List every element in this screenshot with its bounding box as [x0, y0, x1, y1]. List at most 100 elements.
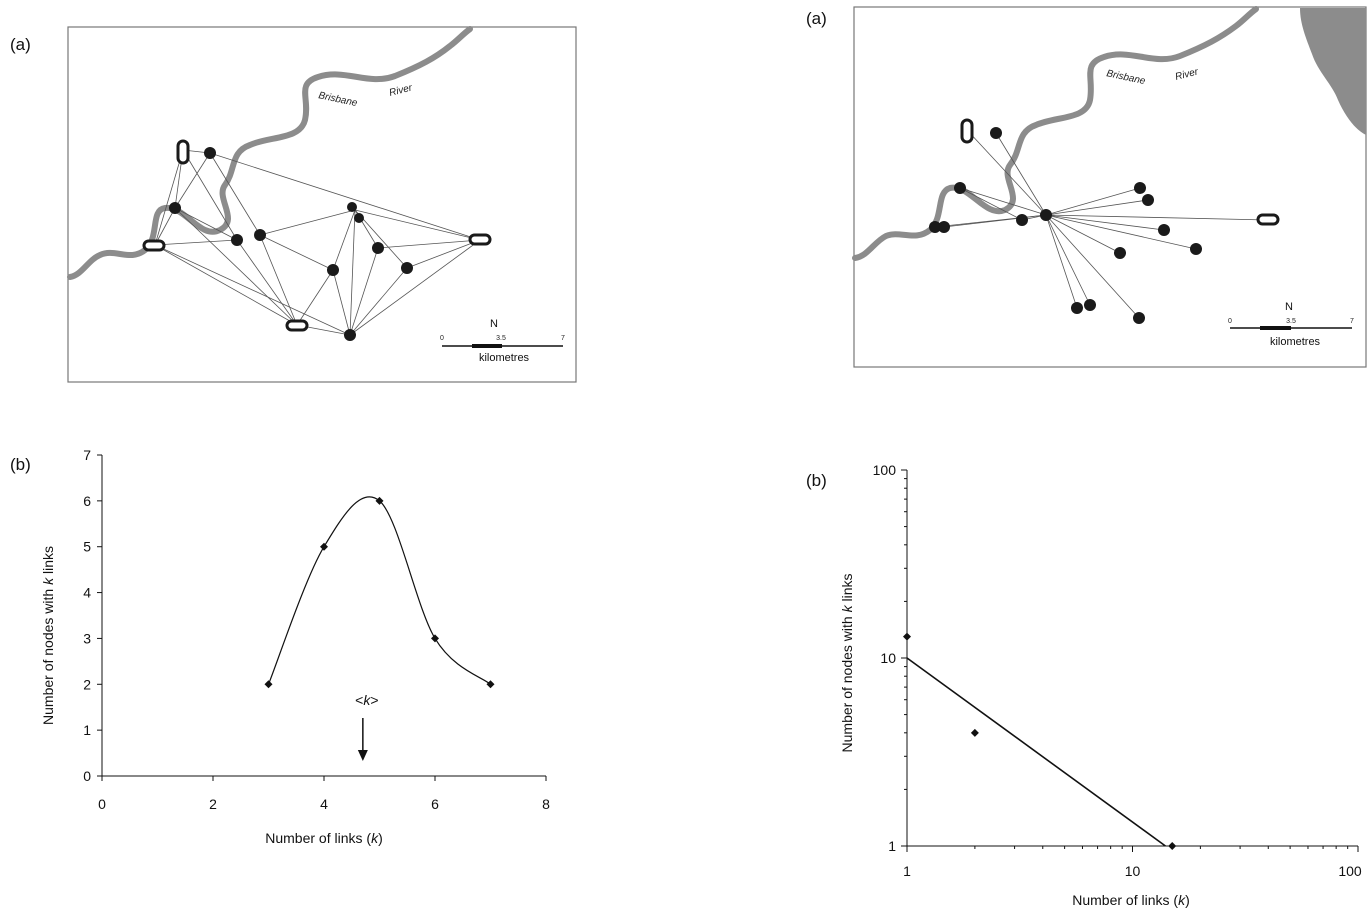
- map-node-pair: [960, 118, 974, 144]
- left-scale-bar: N 0 3.5 7 kilometres: [440, 318, 565, 364]
- x-tick-label: 4: [320, 796, 328, 812]
- right-scale-tick-0: 0: [1228, 318, 1232, 325]
- y-tick-label: 10: [880, 650, 896, 666]
- y-axis-title-var: k: [839, 604, 855, 612]
- right-scale-tick-2: 7: [1350, 318, 1354, 325]
- x-axis-title: Number of links (k): [1072, 892, 1189, 908]
- y-tick-label: 6: [83, 493, 91, 509]
- map-node: [169, 202, 181, 214]
- map-node: [1133, 312, 1145, 324]
- left-map-frame: [67, 26, 577, 383]
- x-tick-label: 8: [542, 796, 550, 812]
- map-node: [1190, 243, 1202, 255]
- map-node: [990, 127, 1002, 139]
- right-network-edges: [934, 129, 1269, 319]
- x-tick-label: 1: [903, 863, 911, 879]
- mean-degree-arrowhead: [357, 750, 368, 761]
- left-scale-unit: kilometres: [479, 352, 530, 364]
- y-tick-label: 7: [83, 447, 91, 463]
- left-network-map: Brisbane River N 0 3.5 7 kilometres: [67, 26, 577, 383]
- mean-degree-label: <k>: [355, 692, 378, 708]
- map-node: [344, 329, 356, 341]
- map-node: [954, 182, 966, 194]
- right-map-panel-label: (a): [806, 9, 827, 28]
- map-node: [347, 202, 357, 212]
- map-node: [401, 262, 413, 274]
- map-node-pair: [468, 233, 492, 246]
- map-node-pair: [142, 239, 166, 252]
- mean-degree-part: >: [370, 692, 378, 708]
- left-map-panel-label: (a): [10, 35, 31, 54]
- y-axis-title: Number of nodes with k links: [839, 574, 855, 753]
- mean-degree-var: k: [363, 692, 371, 708]
- y-tick-label: 2: [83, 676, 91, 692]
- y-axis-title-var: k: [40, 577, 56, 585]
- map-node: [327, 264, 339, 276]
- map-node: [254, 229, 266, 241]
- map-node: [1158, 224, 1170, 236]
- series-line: [267, 496, 491, 685]
- right-network-map: Brisbane River N 0 3.5 7 kilometres: [852, 6, 1367, 368]
- x-axis-title-part: Number of links (: [1072, 892, 1178, 908]
- y-tick-label: 3: [83, 630, 91, 646]
- x-tick-label: 6: [431, 796, 439, 812]
- map-node-pair: [1256, 213, 1280, 226]
- x-axis-title: Number of links (k): [265, 830, 382, 846]
- left-scale-tick-2: 7: [561, 335, 565, 342]
- y-axis-title-part: links: [40, 546, 56, 578]
- mean-degree-part: <: [355, 692, 363, 708]
- x-tick-label: 100: [1338, 863, 1362, 879]
- x-axis-title-var: k: [1178, 892, 1186, 908]
- data-point: [375, 496, 384, 505]
- data-point: [486, 680, 495, 689]
- data-point: [264, 680, 273, 689]
- left-network-nodes: [142, 139, 492, 341]
- left-network-edges: [154, 149, 481, 336]
- left-scale-tick-0: 0: [440, 335, 444, 342]
- right-map-frame: [853, 6, 1367, 368]
- x-axis-title-part: Number of links (: [265, 830, 371, 846]
- x-axis-title-part: ): [1185, 892, 1190, 908]
- map-node-pair: [176, 139, 190, 165]
- map-node-hub: [1040, 209, 1052, 221]
- right-scale-tick-1: 3.5: [1286, 318, 1296, 325]
- x-axis-title-part: ): [378, 830, 383, 846]
- left-north-label: N: [490, 318, 498, 330]
- right-land: [1300, 8, 1366, 135]
- x-axis-title-var: k: [371, 830, 379, 846]
- map-node: [231, 234, 243, 246]
- fit-line: [906, 657, 1166, 847]
- map-node: [354, 213, 364, 223]
- y-axis-title-part: Number of nodes with: [40, 585, 56, 725]
- y-axis-title-part: Number of nodes with: [839, 612, 855, 752]
- x-tick-label: 2: [209, 796, 217, 812]
- right-chart-panel-label: (b): [806, 471, 827, 490]
- x-tick-label: 0: [98, 796, 106, 812]
- map-node: [938, 221, 950, 233]
- y-tick-label: 100: [873, 462, 897, 478]
- data-point: [903, 632, 911, 641]
- map-node: [1142, 194, 1154, 206]
- left-scale-tick-1: 3.5: [496, 335, 506, 342]
- map-node: [1084, 299, 1096, 311]
- data-point: [1168, 842, 1177, 850]
- right-scale-bar: N 0 3.5 7 kilometres: [1228, 301, 1354, 348]
- map-node: [1016, 214, 1028, 226]
- map-node-pair: [285, 319, 309, 332]
- y-tick-label: 1: [888, 838, 896, 854]
- y-axis-title: Number of nodes with k links: [40, 546, 56, 725]
- right-network-nodes: [929, 118, 1280, 324]
- map-node: [372, 242, 384, 254]
- data-point: [970, 728, 979, 737]
- x-tick-label: 10: [1125, 863, 1141, 879]
- right-scale-unit: kilometres: [1270, 336, 1321, 348]
- left-chart-panel-label: (b): [10, 455, 31, 474]
- y-tick-label: 0: [83, 768, 91, 784]
- map-node: [929, 221, 941, 233]
- right-north-label: N: [1285, 301, 1293, 313]
- data-point: [320, 542, 328, 551]
- y-tick-label: 4: [83, 585, 91, 601]
